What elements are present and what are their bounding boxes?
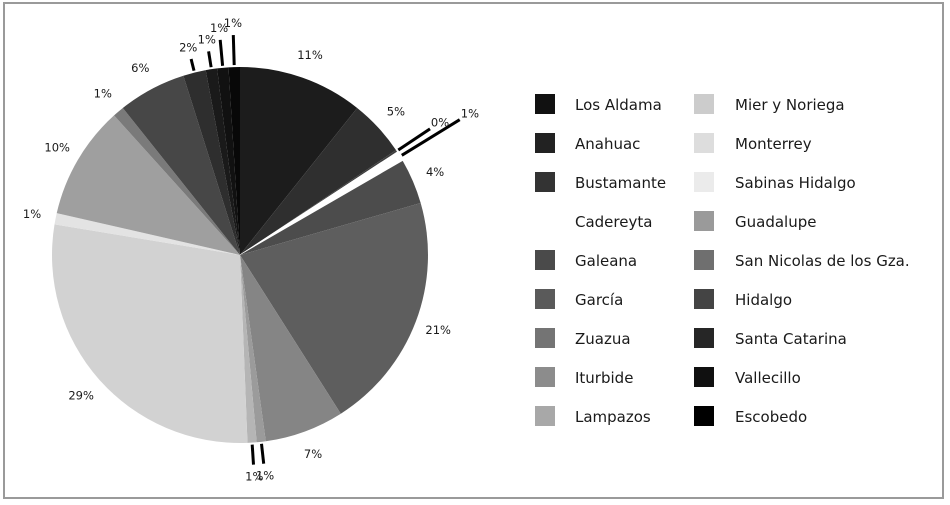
pie-slice-iturbide [240,255,266,443]
legend-swatch-hidalgo [694,289,714,309]
legend-label-sabinas-hidalgo: Sabinas Hidalgo [735,174,856,192]
slice-label-santa-catarina: 1% [198,33,216,47]
pie-slice-lampazos [240,255,257,443]
legend-label-mier-y-noriega: Mier y Noriega [735,96,845,114]
leader-line-bustamante [397,127,431,152]
leader-line-escobedo [231,35,236,66]
pie-slice-sabinas-hidalgo [56,115,241,256]
slice-label-cadereyta: 1% [461,106,479,120]
legend-swatch-garcia [535,289,555,309]
legend-label-lampazos: Lampazos [575,408,651,426]
pie-slice-hidalgo [183,70,240,255]
legend-swatch-san-nicolas-de-los-gza [694,250,714,270]
legend-label-vallecillo: Vallecillo [735,369,801,387]
legend-label-los-aldama: Los Aldama [575,96,662,114]
legend-swatch-monterrey [694,133,714,153]
legend-label-iturbide: Iturbide [575,369,633,387]
legend-label-bustamante: Bustamante [575,174,666,192]
pie-slice-santa-catarina [205,68,240,255]
slice-label-mier-y-noriega: 29% [68,388,94,402]
pie-slice-monterrey [54,213,241,255]
legend-swatch-sabinas-hidalgo [694,172,714,192]
legend-swatch-iturbide [535,367,555,387]
legend-label-escobedo: Escobedo [735,408,807,426]
legend-label-san-nicolas-de-los-gza: San Nicolas de los Gza. [735,252,910,270]
slice-label-los-aldama: 11% [297,48,323,62]
leader-line-cadereyta [401,118,461,157]
pie-slice-san-nicolas-de-los-gza [122,75,240,255]
legend-swatch-zuazua [535,328,555,348]
legend-label-galeana: Galeana [575,252,637,270]
pie-slice-vallecillo [217,67,240,255]
legend-label-santa-catarina: Santa Catarina [735,330,847,348]
legend-swatch-escobedo [694,406,714,426]
legend-swatch-lampazos [535,406,555,426]
legend-label-anahuac: Anahuac [575,135,640,153]
slice-label-san-nicolas-de-los-gza: 6% [131,61,149,75]
slice-label-escobedo: 1% [224,16,242,30]
slice-label-anahuac: 5% [387,104,405,118]
leader-line-lampazos [250,444,255,465]
legend-label-guadalupe: Guadalupe [735,213,816,231]
slice-label-vallecillo: 1% [210,21,228,35]
slice-labels: 11%5%0%1%4%21%7%1%1%29%1%10%1%6%2%1%1%1% [23,16,479,483]
legend-label-monterrey: Monterrey [735,135,812,153]
legend-swatch-santa-catarina [694,328,714,348]
slice-label-iturbide: 1% [256,469,274,483]
legend-swatch-anahuac [535,133,555,153]
leader-line-iturbide [260,443,266,464]
legend-swatch-vallecillo [694,367,714,387]
slice-label-monterrey: 1% [23,207,41,221]
slice-label-hidalgo: 2% [179,40,197,54]
pie-slice-garcia [240,203,428,414]
pie-slice-cadereyta [239,151,404,256]
pie-slice-galeana [240,160,421,255]
legend-swatch-galeana [535,250,555,270]
legend: Los Aldama Anahuac Bustamante Cadereyta Gale… [535,94,910,426]
legend-label-hidalgo: Hidalgo [735,291,792,309]
pie-slice-zuazua [240,255,341,442]
slice-label-garcia: 21% [425,323,451,337]
leader-line-hidalgo [189,58,196,72]
pie-slices [51,67,428,443]
slice-label-galeana: 4% [426,165,444,179]
leader-line-santa-catarina [207,51,213,68]
pie-slice-anahuac [240,107,397,256]
legend-swatch-los-aldama [535,94,555,114]
legend-swatch-bustamante [535,172,555,192]
slice-label-guadalupe: 1% [94,86,112,100]
pie-slice-los-aldama [240,67,358,255]
legend-swatch-mier-y-noriega [694,94,714,114]
pie-slice-escobedo [228,67,240,255]
slice-label-zuazua: 7% [304,447,322,461]
legend-label-cadereyta: Cadereyta [575,213,652,231]
legend-label-zuazua: Zuazua [575,330,631,348]
slice-label-lampazos: 1% [245,470,263,484]
leader-lines [189,35,461,465]
leader-line-vallecillo [218,39,225,66]
pie-slice-guadalupe [114,107,240,256]
legend-swatch-guadalupe [694,211,714,231]
slice-label-sabinas-hidalgo: 10% [44,141,70,155]
pie-slice-mier-y-noriega [51,224,248,443]
slice-label-bustamante: 0% [431,115,449,129]
legend-label-garcia: García [575,291,623,309]
